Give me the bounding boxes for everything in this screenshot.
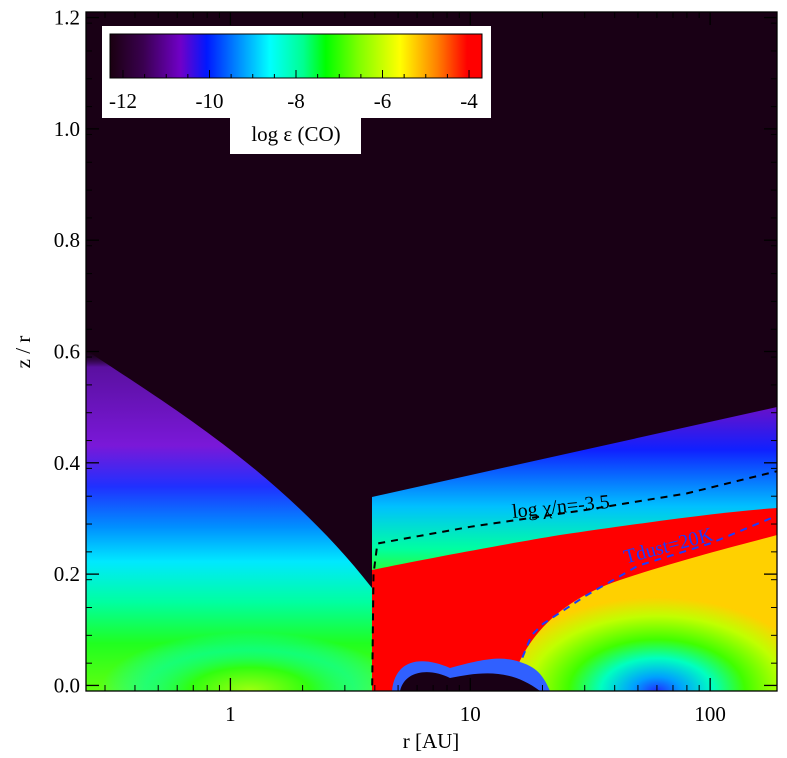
y-tick-label: 0.4 (54, 451, 81, 475)
inner-disk-core (100, 584, 372, 691)
tick-layer: 1 10 100 0.0 0.2 0.4 0.6 0.8 1.0 1.2 (54, 6, 777, 726)
contour-line (371, 470, 777, 686)
x-tick-label: 1 (225, 702, 236, 726)
y-axis-title: z / r (11, 336, 35, 369)
y-tick-label: 0.0 (54, 673, 80, 697)
y-tick-label: 1.2 (54, 6, 80, 30)
y-tick-label: 0.6 (54, 340, 80, 364)
colorbar: -12 -10 -8 -6 -4 log ε (CO) (102, 26, 491, 154)
colorbar-ticks: -12 -10 -8 -6 -4 (109, 70, 478, 113)
y-tick-label: 0.2 (54, 562, 80, 586)
colorbar-tick-label: -6 (374, 89, 392, 113)
x-tick-label: 10 (460, 702, 481, 726)
x-axis-title: r [AU] (403, 729, 460, 753)
x-tick-label: 100 (694, 702, 726, 726)
colorbar-tick-label: -12 (109, 89, 137, 113)
colorbar-label-background (230, 117, 361, 154)
colorbar-tick-label: -8 (287, 89, 305, 113)
y-tick-label: 1.0 (54, 117, 80, 141)
y-tick-label: 0.8 (54, 228, 80, 252)
outer-disk-cold-region (510, 535, 777, 691)
colorbar-tick-label: -10 (195, 89, 223, 113)
colorbar-tick-label: -4 (460, 89, 478, 113)
contour-line (521, 514, 777, 658)
contour-layer (371, 470, 777, 686)
colorbar-label: log ε (CO) (251, 122, 340, 146)
